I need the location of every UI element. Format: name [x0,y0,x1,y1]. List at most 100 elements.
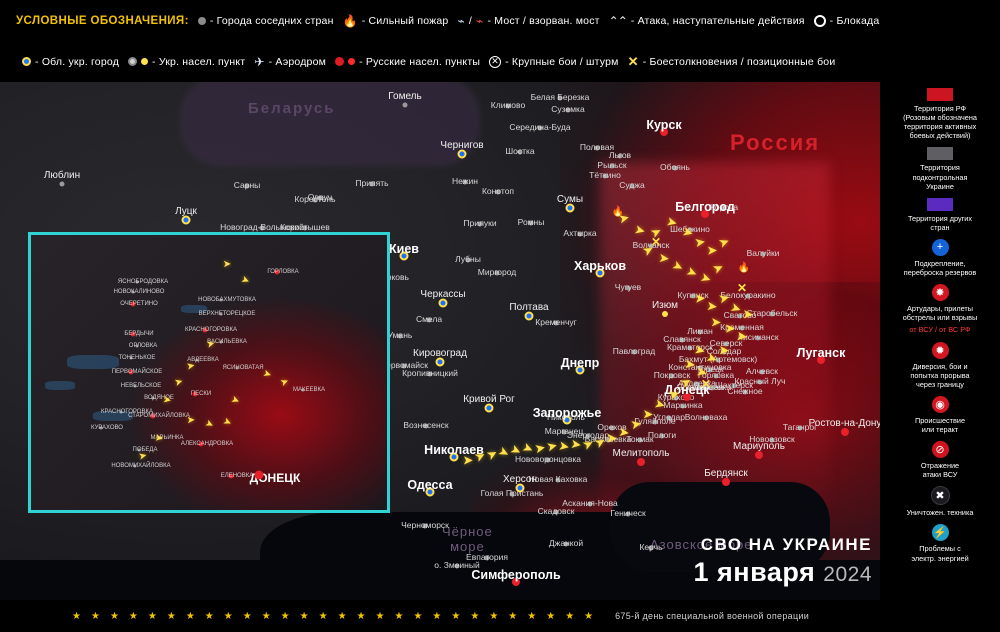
sea-label: Азовское море [650,537,753,552]
city-marker-bluering[interactable] [595,268,605,278]
star-icon: ★ [166,610,176,622]
city-label: Васильевка [584,434,632,444]
attack-arrow-icon: ➤ [718,342,730,358]
city-marker-gray[interactable] [59,181,65,187]
major-city-label[interactable]: Люблин [43,170,81,181]
city-marker-red[interactable] [841,428,849,436]
city-marker-bluering[interactable] [457,149,467,159]
major-city-label[interactable]: Днепр [560,356,600,370]
inset-city-marker [202,327,208,333]
city-marker [537,125,543,131]
major-city-label[interactable]: Гомель [388,91,422,102]
city-marker [625,285,631,291]
city-label: Обоянь [660,162,690,172]
city-label: Макеевка [692,382,732,392]
belarus-region [180,82,480,166]
major-city-label[interactable]: Мариуполь [733,441,785,452]
major-city-label[interactable]: Кривой Рог [463,394,515,405]
city-marker-ydot[interactable] [662,311,668,317]
legend-row-1: УСЛОВНЫЕ ОБОЗНАЧЕНИЯ: - Города соседних … [0,0,1000,41]
major-city-label[interactable]: Курск [646,118,682,132]
city-marker [769,311,775,317]
city-marker-bluering[interactable] [524,311,534,321]
city-marker [739,325,745,331]
title-year: 2024 [823,563,872,586]
clash-icon: ✕ [627,54,639,69]
city-label: Коростень [294,194,336,204]
major-city-label[interactable]: Изюм [651,300,679,311]
inset-city-label: ПЕРВОМАЙСКОЕ [111,369,163,375]
city-marker-red[interactable] [755,451,763,459]
major-city-label[interactable]: Ростов-на-Дону [808,418,882,429]
city-marker-bluering[interactable] [575,365,585,375]
major-city-label[interactable]: Кировоград [413,348,467,359]
major-city-label[interactable]: Мелитополь [612,448,670,459]
city-marker [707,367,713,373]
major-city-label[interactable]: Луцк [175,206,197,217]
city-marker-red[interactable] [512,578,520,586]
major-city-label[interactable]: Сумы [556,194,584,205]
city-marker-bluering[interactable] [515,483,525,493]
major-city-label[interactable]: Чернигов [440,140,484,151]
major-city-label[interactable]: Луганск [796,346,846,360]
major-city-label[interactable]: Запорожье [532,406,602,420]
city-marker [680,403,686,409]
major-city-label[interactable]: Херсон [503,474,537,485]
donetsk-inset-map[interactable]: ГОРЛОВКА НОВОБАХМУТОВКА ВЕРХНЕТОРЕЦКОЕ КРАС… [28,232,390,513]
major-city-label[interactable]: Харьков [573,259,627,273]
city-marker-bluering[interactable] [565,203,575,213]
city-label: Климово [490,100,526,110]
city-label: Гуляйполе [634,416,676,426]
star-icon: ★ [128,610,138,622]
city-marker-bluering[interactable] [435,357,445,367]
city-marker [759,369,765,375]
inset-city-label: НОВОКАЛИНОВО [113,289,165,295]
city-label: Кременчуг [535,317,577,327]
city-marker-red[interactable] [817,356,825,364]
city-marker-bluering[interactable] [562,415,572,425]
major-city-label[interactable]: Донецк [664,383,710,397]
city-marker [673,395,679,401]
city-label: Сарны [233,180,261,190]
city-label: Ясиноватая [676,382,724,392]
city-marker-bluering[interactable] [484,403,494,413]
city-marker [587,501,593,507]
city-marker [495,189,501,195]
city-marker-bluering[interactable] [181,215,191,225]
city-marker [555,477,561,483]
city-marker-red[interactable] [722,478,730,486]
city-marker-red[interactable] [637,458,645,466]
city-marker-bluering[interactable] [449,452,459,462]
star-icon: ★ [72,610,81,622]
city-marker [557,95,563,101]
city-label: Джанкой [548,538,584,548]
major-city-label[interactable]: Черкассы [420,289,466,300]
major-city-label[interactable]: Одесса [407,478,453,492]
city-marker-gray[interactable] [402,102,408,108]
city-marker-red[interactable] [701,210,709,218]
legend-item-attack: ⌃⌃ - Атака, наступательные действия [609,15,805,27]
ukr-settlement-icon [128,57,138,66]
major-city-label[interactable]: Белгород [675,200,735,214]
major-city-label[interactable]: Бердянск [704,468,748,479]
city-marker-red[interactable] [683,393,691,401]
major-city-label[interactable]: Симферополь [471,568,561,582]
city-marker-red[interactable] [660,128,668,136]
city-label: Льгов [608,150,632,160]
inset-city-label: ГОРЛОВКА [267,269,299,275]
inset-city-marker [192,391,198,397]
star-icon: ★ [451,610,461,622]
city-marker-bluering[interactable] [425,487,435,497]
inset-city-marker [135,280,139,284]
star-icon: ★ [508,610,518,622]
chevrons-icon: ⌃⌃ [608,13,628,28]
city-marker-bluering[interactable] [438,298,448,308]
star-icon: ★ [185,610,195,622]
city-marker [760,251,766,257]
city-marker-bluering[interactable] [399,251,409,261]
major-city-label[interactable]: Николаев [424,443,484,457]
city-marker [605,437,611,443]
major-city-label[interactable]: Киев [389,242,419,256]
major-city-label[interactable]: Полтава [509,302,549,313]
circle-outline-icon [813,14,826,27]
